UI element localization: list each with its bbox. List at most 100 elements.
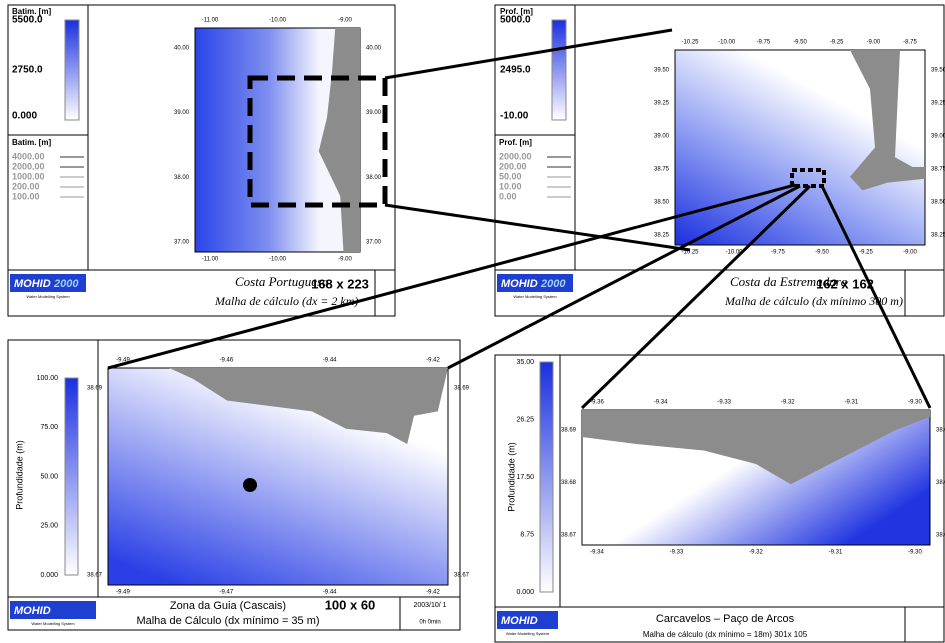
colorbar-title: Profundidade (m) — [14, 440, 24, 510]
colorbar-label: 8.75 — [520, 531, 534, 538]
panel: 5000.0 2495.0 -10.00 Prof. [m] Prof. [m] 2000… — [494, 4, 945, 317]
contour-label: 1000.00 — [12, 171, 45, 181]
grid-caption: Malha de cálculo (dx mínimo = 18m) 301x … — [643, 630, 808, 639]
logo-subtitle: Water Modelling System — [513, 294, 557, 299]
tick-label: 40.00 — [366, 46, 382, 52]
tick-label: -9.49 — [116, 590, 130, 596]
grid-caption: Malha de cálculo (dx = 2 km) — [214, 294, 358, 308]
colorbar-label: 25.00 — [40, 523, 58, 530]
tick-label: -10.25 — [681, 40, 699, 46]
colorbar-label: 75.00 — [40, 424, 58, 431]
land — [850, 50, 925, 191]
tick-label: -9.00 — [338, 18, 352, 24]
logo — [10, 274, 86, 292]
contour-label: 2000.00 — [499, 151, 532, 161]
tick-label: 38.69 — [936, 428, 945, 434]
tick-label: -8.75 — [903, 40, 917, 46]
tick-label: -9.44 — [323, 358, 337, 364]
tick-label: 37.00 — [174, 240, 190, 246]
tick-label: 39.25 — [654, 101, 670, 107]
zoom-links — [107, 28, 932, 410]
colorbar — [539, 361, 554, 593]
tick-label: -9.42 — [426, 590, 440, 596]
logo-subtitle: Water Modelling System — [26, 294, 70, 299]
logo — [10, 601, 96, 619]
tick-label: -9.00 — [338, 257, 352, 263]
colorbar-title: Batim. [m] — [12, 7, 51, 16]
colorbar-title: Prof. [m] — [500, 7, 533, 16]
tick-label: -9.33 — [670, 550, 684, 556]
logo — [497, 611, 558, 629]
contour-label: 50.00 — [499, 171, 522, 181]
colorbar — [64, 19, 80, 121]
tick-label: -9.50 — [793, 40, 807, 46]
contour-label: 100.00 — [12, 191, 40, 201]
tick-label: -10.00 — [718, 40, 736, 46]
tick-label: -9.31 — [845, 400, 859, 406]
grid-name: Costa Portuguesa — [235, 274, 329, 289]
panel: 5500.0 2750.0 0.000 Batim. [m] Batim. [m] 400… — [7, 4, 396, 317]
tick-label: 38.69 — [87, 386, 103, 392]
contour-label: 4000.00 — [12, 151, 45, 161]
tick-label: 38.75 — [931, 167, 945, 173]
marker — [243, 478, 257, 492]
tick-label: -9.46 — [219, 358, 233, 364]
tick-label: -9.36 — [590, 400, 604, 406]
logo-text: MOHID — [14, 278, 51, 290]
grid-name: Zona da Guia (Cascais) — [170, 600, 286, 612]
tick-label: 38.67 — [936, 533, 945, 539]
tick-label: 38.25 — [931, 233, 945, 239]
tick-label: -9.49 — [116, 358, 130, 364]
logo-subtitle: Water Modelling System — [506, 631, 550, 636]
tick-label: 39.25 — [931, 101, 945, 107]
tick-label: 39.50 — [654, 68, 670, 74]
contour-title: Prof. [m] — [499, 138, 532, 147]
logo-year: 2000 — [540, 278, 566, 290]
colorbar-label: 2495.0 — [500, 65, 531, 76]
land — [169, 368, 448, 444]
grid-caption: Malha de Cálculo (dx mínimo = 35 m) — [136, 615, 319, 627]
grid-size: 168 x 223 — [311, 276, 369, 291]
panel: 35.00 26.25 17.50 8.75 0.000 Profundidade (m)… — [494, 354, 945, 643]
link-line — [580, 184, 812, 410]
tick-label: 38.00 — [366, 175, 382, 181]
tick-label: -9.75 — [771, 250, 785, 256]
tick-label: -9.00 — [903, 250, 917, 256]
time: 0h 0min — [419, 620, 440, 626]
colorbar-title: Profundidade (m) — [506, 442, 516, 512]
tick-label: 38.69 — [561, 428, 577, 434]
tick-label: -11.00 — [202, 18, 219, 24]
grid-name: Costa da Estremadura — [730, 274, 848, 289]
contour-label: 200.00 — [499, 161, 527, 171]
colorbar-label: 17.50 — [516, 474, 534, 481]
contour-title: Batim. [m] — [12, 138, 51, 147]
tick-label: -9.25 — [859, 250, 873, 256]
tick-label: -9.34 — [654, 400, 668, 406]
tick-label: -9.00 — [866, 40, 880, 46]
contour-label: 10.00 — [499, 181, 522, 191]
colorbar-label: 0.000 — [40, 572, 58, 579]
tick-label: 39.00 — [654, 134, 670, 140]
tick-label: -9.25 — [830, 40, 844, 46]
tick-label: -9.33 — [717, 400, 731, 406]
panel: 100.00 75.00 50.00 25.00 0.000 Profundidade (… — [7, 339, 470, 631]
colorbar-label: 50.00 — [40, 473, 58, 480]
tick-label: 38.75 — [654, 167, 670, 173]
contour-label: 200.00 — [12, 181, 40, 191]
date: 2003/10/ 1 — [413, 602, 446, 609]
link-line — [820, 185, 932, 409]
grid-name: Carcavelos – Paço de Arcos — [656, 613, 795, 625]
colorbar — [551, 19, 567, 121]
tick-label: -10.00 — [269, 257, 287, 263]
logo-text: MOHID — [14, 605, 51, 617]
tick-label: -9.47 — [219, 590, 233, 596]
tick-label: 39.50 — [931, 68, 945, 74]
grid-size: 162 x 162 — [816, 276, 874, 291]
tick-label: -9.75 — [756, 40, 770, 46]
land — [318, 28, 360, 252]
tick-label: 38.67 — [561, 533, 577, 539]
logo-year: 2000 — [53, 278, 79, 290]
tick-label: -9.32 — [749, 550, 763, 556]
colorbar-label: 0.000 — [516, 589, 534, 596]
